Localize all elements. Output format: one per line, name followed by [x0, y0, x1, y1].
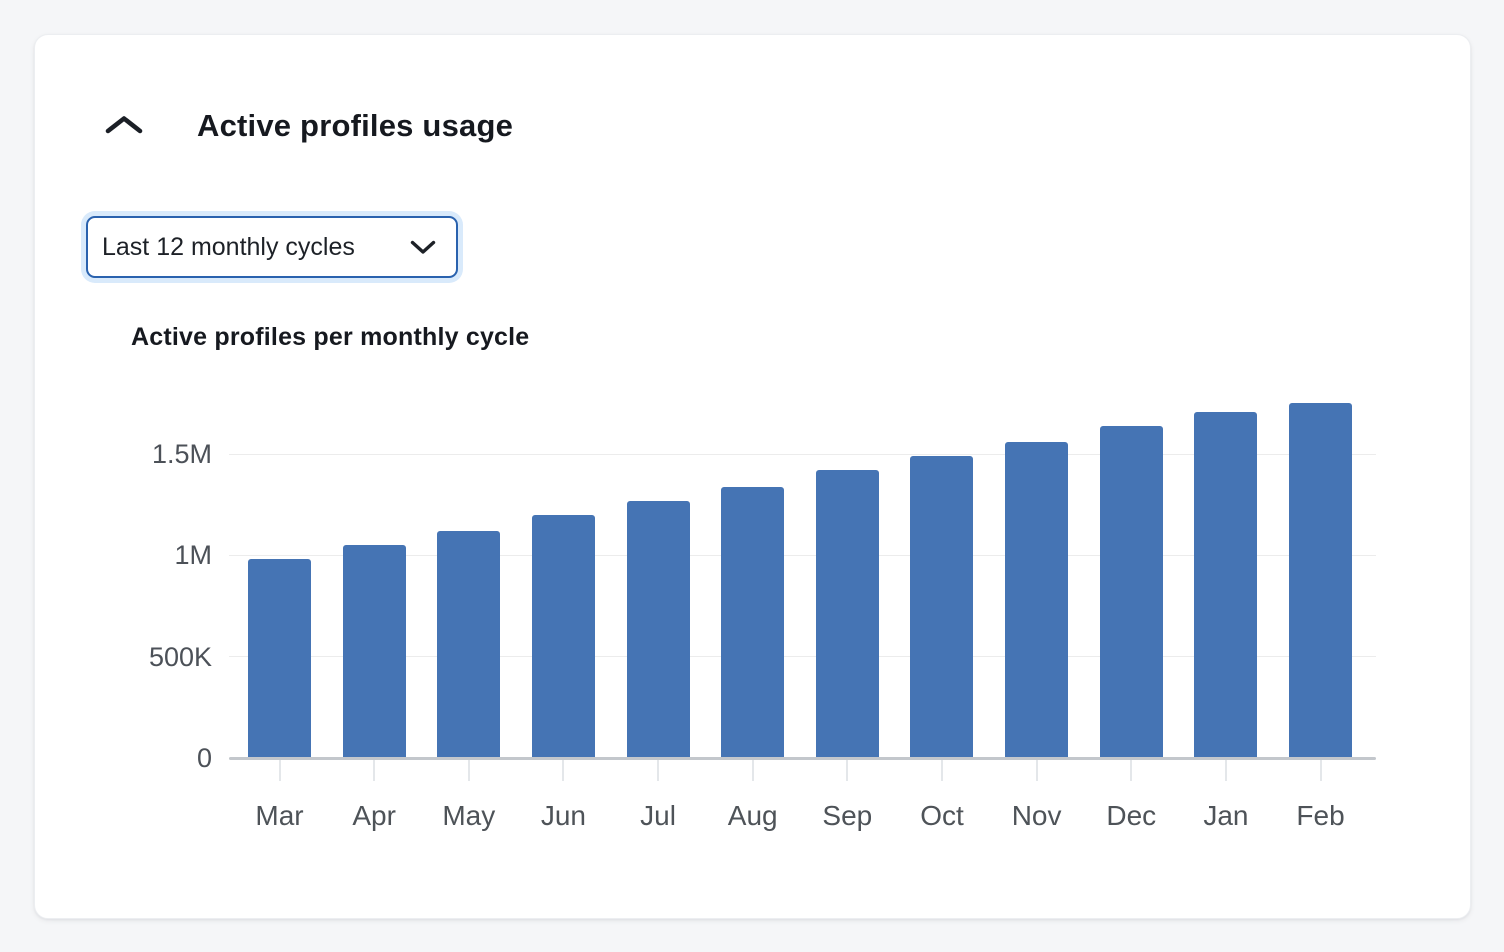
collapse-section-button[interactable]	[93, 101, 155, 149]
x-axis-tick	[467, 760, 470, 781]
bar	[1194, 411, 1258, 758]
chevron-down-icon	[395, 239, 437, 256]
cycle-filter-selected-value: Last 12 monthly cycles	[102, 232, 355, 261]
cycle-filter-dropdown[interactable]: Last 12 monthly cycles	[86, 216, 458, 278]
y-axis-tick-label: 1M	[174, 540, 212, 571]
x-axis-tick-label: Jan	[1203, 800, 1249, 831]
bar	[1099, 425, 1163, 758]
x-axis-tick	[657, 760, 660, 781]
x-axis-tick	[373, 760, 376, 781]
bar	[248, 559, 311, 758]
bar	[626, 500, 690, 758]
x-axis-tick	[1224, 760, 1227, 781]
x-axis-tick	[751, 760, 754, 781]
x-axis-tick	[562, 760, 565, 781]
x-axis-tick	[940, 760, 943, 781]
x-axis-tick-label: Sep	[822, 800, 873, 831]
y-axis-tick-label: 1.5M	[151, 439, 212, 470]
x-axis-tick	[1319, 760, 1322, 781]
y-gridline	[229, 554, 1376, 556]
y-gridline	[229, 656, 1376, 658]
x-axis-tick-label: Apr	[352, 800, 396, 831]
y-axis-tick-label: 500K	[148, 641, 212, 672]
bar	[721, 486, 785, 758]
y-gridline	[229, 453, 1376, 455]
x-axis-tick-label: May	[442, 800, 496, 831]
bar	[1289, 403, 1353, 758]
bar-chart: 0 500K 1M 1.5M Mar Apr May Jun Jul Aug Sep Oct Nov De…	[35, 35, 1470, 918]
chart-title: Active profiles per monthly cycle	[131, 323, 530, 351]
cycle-filter-focus-ring: Last 12 monthly cycles	[81, 211, 463, 283]
x-axis-tick	[278, 760, 281, 781]
x-axis-line	[229, 756, 1376, 760]
x-axis-tick-label: Jul	[640, 800, 676, 831]
y-axis-tick-label: 0	[196, 743, 212, 773]
x-axis-tick-label: Mar	[255, 800, 304, 831]
x-axis-tick	[846, 760, 849, 781]
x-axis-tick-label: Feb	[1296, 800, 1345, 831]
bar	[1005, 441, 1069, 758]
x-axis-tick-label: Oct	[920, 800, 964, 831]
bar	[910, 456, 974, 758]
x-axis-tick	[1035, 760, 1038, 781]
chevron-up-icon	[104, 114, 144, 136]
bar	[437, 531, 501, 758]
x-axis-tick-label: Jun	[540, 800, 586, 831]
x-axis-tick-label: Nov	[1011, 800, 1062, 831]
bar	[815, 470, 879, 758]
x-axis-tick	[1130, 760, 1133, 781]
bar	[342, 545, 406, 758]
page-title: Active profiles usage	[197, 108, 514, 143]
active-profiles-usage-card: Active profiles usage Last 12 monthly cy…	[34, 34, 1471, 919]
bar	[531, 514, 595, 758]
x-axis-tick-label: Dec	[1106, 800, 1157, 831]
x-axis-tick-label: Aug	[727, 800, 778, 831]
